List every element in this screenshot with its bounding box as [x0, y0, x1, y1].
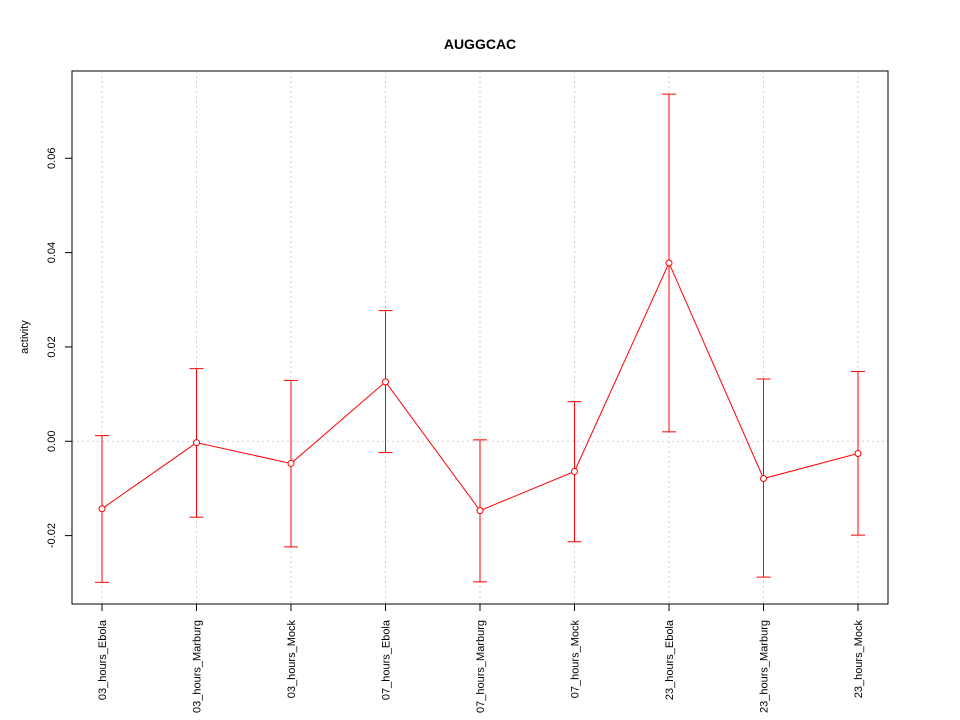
- x-tick-label: 03_hours_Mock: [286, 620, 298, 699]
- y-tick-label: 0.06: [46, 148, 58, 169]
- data-point: [98, 505, 106, 513]
- data-point: [476, 507, 484, 515]
- y-tick-label: 0.04: [46, 242, 58, 263]
- y-tick-label: 0.02: [46, 336, 58, 357]
- data-point: [287, 459, 295, 467]
- y-tick-label: -0.02: [46, 523, 58, 548]
- x-tick-label: 03_hours_Ebola: [97, 619, 109, 700]
- data-point: [760, 475, 767, 483]
- data-point: [382, 378, 389, 386]
- y-axis-label: activity: [19, 320, 31, 354]
- data-point: [665, 259, 673, 267]
- axis-layer: -0.02 0.00 0.02 0.04 0.06 03_hours_Ebola 03_ho…: [46, 148, 865, 713]
- x-tick-label: 23_hours_Ebola: [664, 619, 676, 700]
- data-point: [193, 439, 200, 447]
- x-tick-label: 03_hours_Marburg: [192, 620, 204, 713]
- x-tick-label: 07_hours_Marburg: [475, 620, 487, 713]
- data-point: [854, 450, 862, 458]
- x-tick-label: 07_hours_Ebola: [381, 619, 393, 700]
- x-tick-label: 07_hours_Mock: [570, 620, 582, 699]
- chart-title: AUGGCAC: [444, 36, 516, 52]
- x-tick-label: 23_hours_Mock: [853, 620, 865, 699]
- x-tick-label: 23_hours_Marburg: [759, 620, 771, 713]
- y-tick-label: 0.00: [46, 431, 58, 452]
- data-point: [571, 467, 578, 475]
- data-layer: [95, 93, 865, 583]
